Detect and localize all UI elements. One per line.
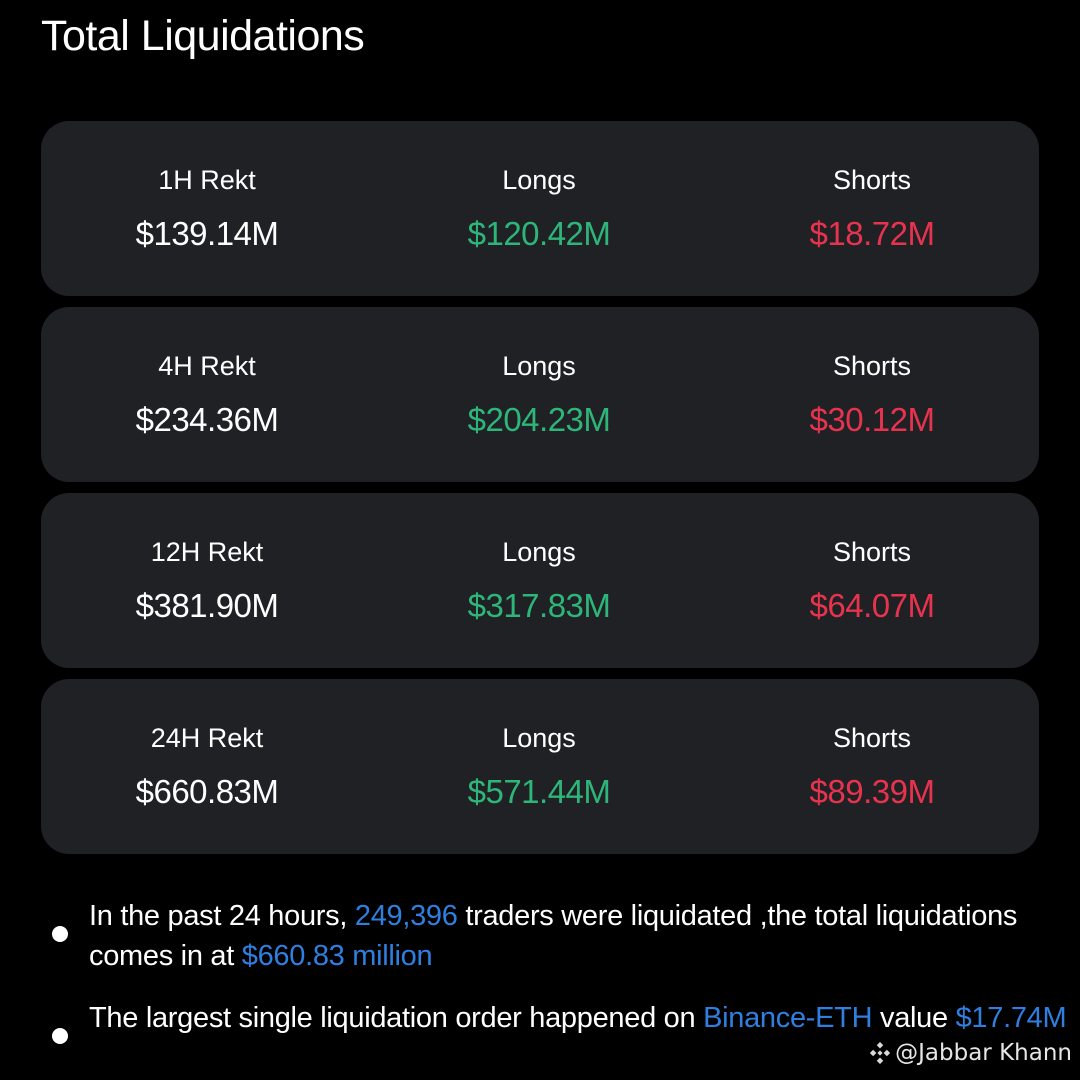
period-label: 12H Rekt bbox=[150, 537, 264, 567]
shorts-value: $30.12M bbox=[809, 401, 935, 438]
card-12h: 12H Rekt $381.90M Longs $317.83M Shorts … bbox=[41, 493, 1039, 668]
shorts-value: $18.72M bbox=[809, 215, 935, 252]
watermark-handle: @Jabbar Khann bbox=[895, 1040, 1072, 1066]
summary-item-traders: In the past 24 hours, 249,396 traders we… bbox=[50, 896, 1070, 976]
page-title: Total Liquidations bbox=[41, 12, 365, 60]
summary-item-largest-order: The largest single liquidation order hap… bbox=[50, 998, 1070, 1044]
largest-order-value: $17.74M bbox=[955, 1002, 1067, 1034]
period-label: 4H Rekt bbox=[158, 351, 256, 381]
shorts-label: Shorts bbox=[832, 537, 912, 567]
total-value: $660.83M bbox=[135, 773, 279, 810]
total-value: $234.36M bbox=[135, 401, 279, 438]
longs-value: $571.44M bbox=[467, 773, 611, 810]
longs-label: Longs bbox=[502, 165, 576, 195]
shorts-label: Shorts bbox=[832, 351, 912, 381]
shorts-label: Shorts bbox=[832, 165, 912, 195]
longs-value: $317.83M bbox=[467, 587, 611, 624]
shorts-label: Shorts bbox=[832, 723, 912, 753]
summary-text: In the past 24 hours, bbox=[89, 900, 355, 932]
longs-label: Longs bbox=[502, 537, 576, 567]
summary-list: In the past 24 hours, 249,396 traders we… bbox=[50, 896, 1070, 1044]
binance-logo-icon bbox=[869, 1042, 891, 1064]
card-1h: 1H Rekt $139.14M Longs $120.42M Shorts $… bbox=[41, 121, 1039, 296]
period-label: 1H Rekt bbox=[158, 165, 256, 195]
bullet-dot-icon bbox=[52, 926, 68, 942]
card-24h: 24H Rekt $660.83M Longs $571.44M Shorts … bbox=[41, 679, 1039, 854]
longs-label: Longs bbox=[502, 723, 576, 753]
summary-text: The largest single liquidation order hap… bbox=[89, 1002, 704, 1034]
shorts-value: $64.07M bbox=[809, 587, 935, 624]
total-value: $139.14M bbox=[135, 215, 279, 252]
period-label: 24H Rekt bbox=[150, 723, 264, 753]
bullet-dot-icon bbox=[52, 1028, 68, 1044]
summary-text: traders were liquidated ,the total liqui… bbox=[89, 900, 1018, 972]
shorts-value: $89.39M bbox=[809, 773, 935, 810]
total-value: $381.90M bbox=[135, 587, 279, 624]
card-4h: 4H Rekt $234.36M Longs $204.23M Shorts $… bbox=[41, 307, 1039, 482]
longs-value: $120.42M bbox=[467, 215, 611, 252]
total-liquidation-amount: $660.83 million bbox=[241, 940, 433, 972]
watermark: @Jabbar Khann bbox=[869, 1040, 1072, 1066]
longs-label: Longs bbox=[502, 351, 576, 381]
traders-count: 249,396 bbox=[354, 900, 458, 932]
summary-text: value bbox=[872, 1002, 956, 1034]
longs-value: $204.23M bbox=[467, 401, 611, 438]
exchange-pair: Binance-ETH bbox=[703, 1002, 873, 1034]
